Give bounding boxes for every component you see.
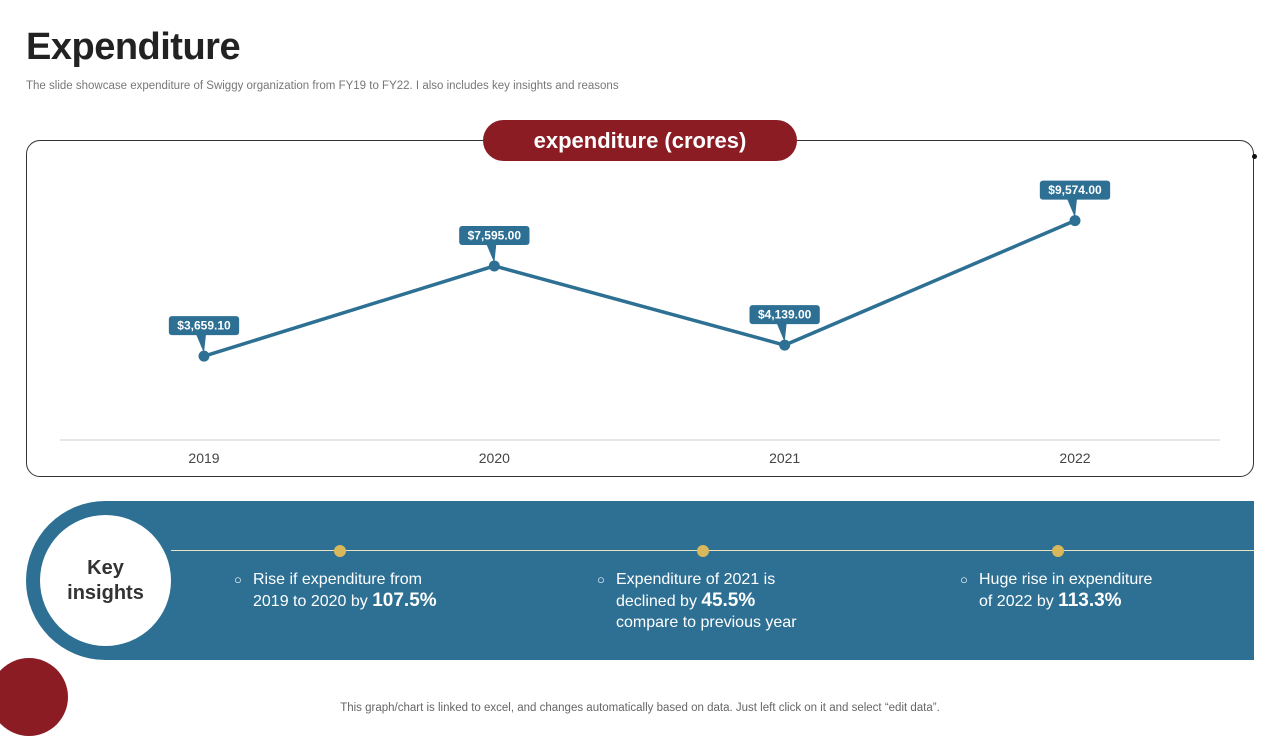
- x-tick-label: 2019: [188, 450, 219, 466]
- data-label: $4,139.00: [758, 308, 812, 322]
- expenditure-line-chart[interactable]: $3,659.10 2019 $7,595.00 2020 $4,139.00 2021 $…: [0, 0, 1280, 720]
- insight-item-2: ○ Expenditure of 2021 is declined by 45.…: [597, 571, 797, 631]
- series-line: [203, 218, 1076, 358]
- insight-percent: 113.3%: [1058, 590, 1122, 611]
- data-point: [488, 260, 500, 272]
- page-subtitle: The slide showcase expenditure of Swiggy…: [26, 80, 619, 92]
- data-label: $9,574.00: [1048, 183, 1102, 197]
- key-insights-heading: Key insights: [40, 515, 171, 646]
- x-tick-label: 2021: [769, 450, 800, 466]
- bullet-icon: ○: [960, 572, 968, 587]
- data-label-pointer: [486, 243, 497, 263]
- data-label-box: [749, 305, 820, 325]
- data-label-pointer: [776, 323, 787, 343]
- data-label-box: [1039, 180, 1111, 200]
- insights-band: [104, 501, 1254, 660]
- data-label-box: [168, 316, 240, 336]
- data-label: $7,595.00: [468, 228, 522, 242]
- data-point: [1069, 215, 1081, 227]
- insight-percent: 107.5%: [372, 590, 437, 611]
- insight-item-3: ○ Huge rise in expenditure of 2022 by 11…: [960, 571, 1153, 611]
- insights-timeline: [171, 550, 1254, 551]
- page-title: Expenditure: [26, 26, 241, 68]
- bullet-icon: ○: [234, 572, 242, 587]
- footer-note: This graph/chart is linked to excel, and…: [340, 702, 940, 714]
- frame-corner-dot: [1252, 154, 1257, 159]
- insight-item-1: ○ Rise if expenditure from 2019 to 2020 …: [234, 571, 437, 611]
- x-tick-label: 2022: [1059, 450, 1090, 466]
- data-point: [198, 350, 210, 362]
- timeline-dot: [1052, 545, 1064, 557]
- data-label: $3,659.10: [177, 319, 231, 333]
- timeline-dot: [697, 545, 709, 557]
- data-point: [779, 339, 791, 351]
- timeline-dot: [334, 545, 346, 557]
- data-label-pointer: [1066, 198, 1077, 218]
- bullet-icon: ○: [597, 572, 605, 587]
- chart-title: expenditure (crores): [483, 120, 797, 161]
- insight-percent: 45.5%: [701, 590, 756, 611]
- data-label-pointer: [196, 334, 206, 354]
- x-tick-label: 2020: [479, 450, 510, 466]
- data-label-box: [459, 225, 530, 245]
